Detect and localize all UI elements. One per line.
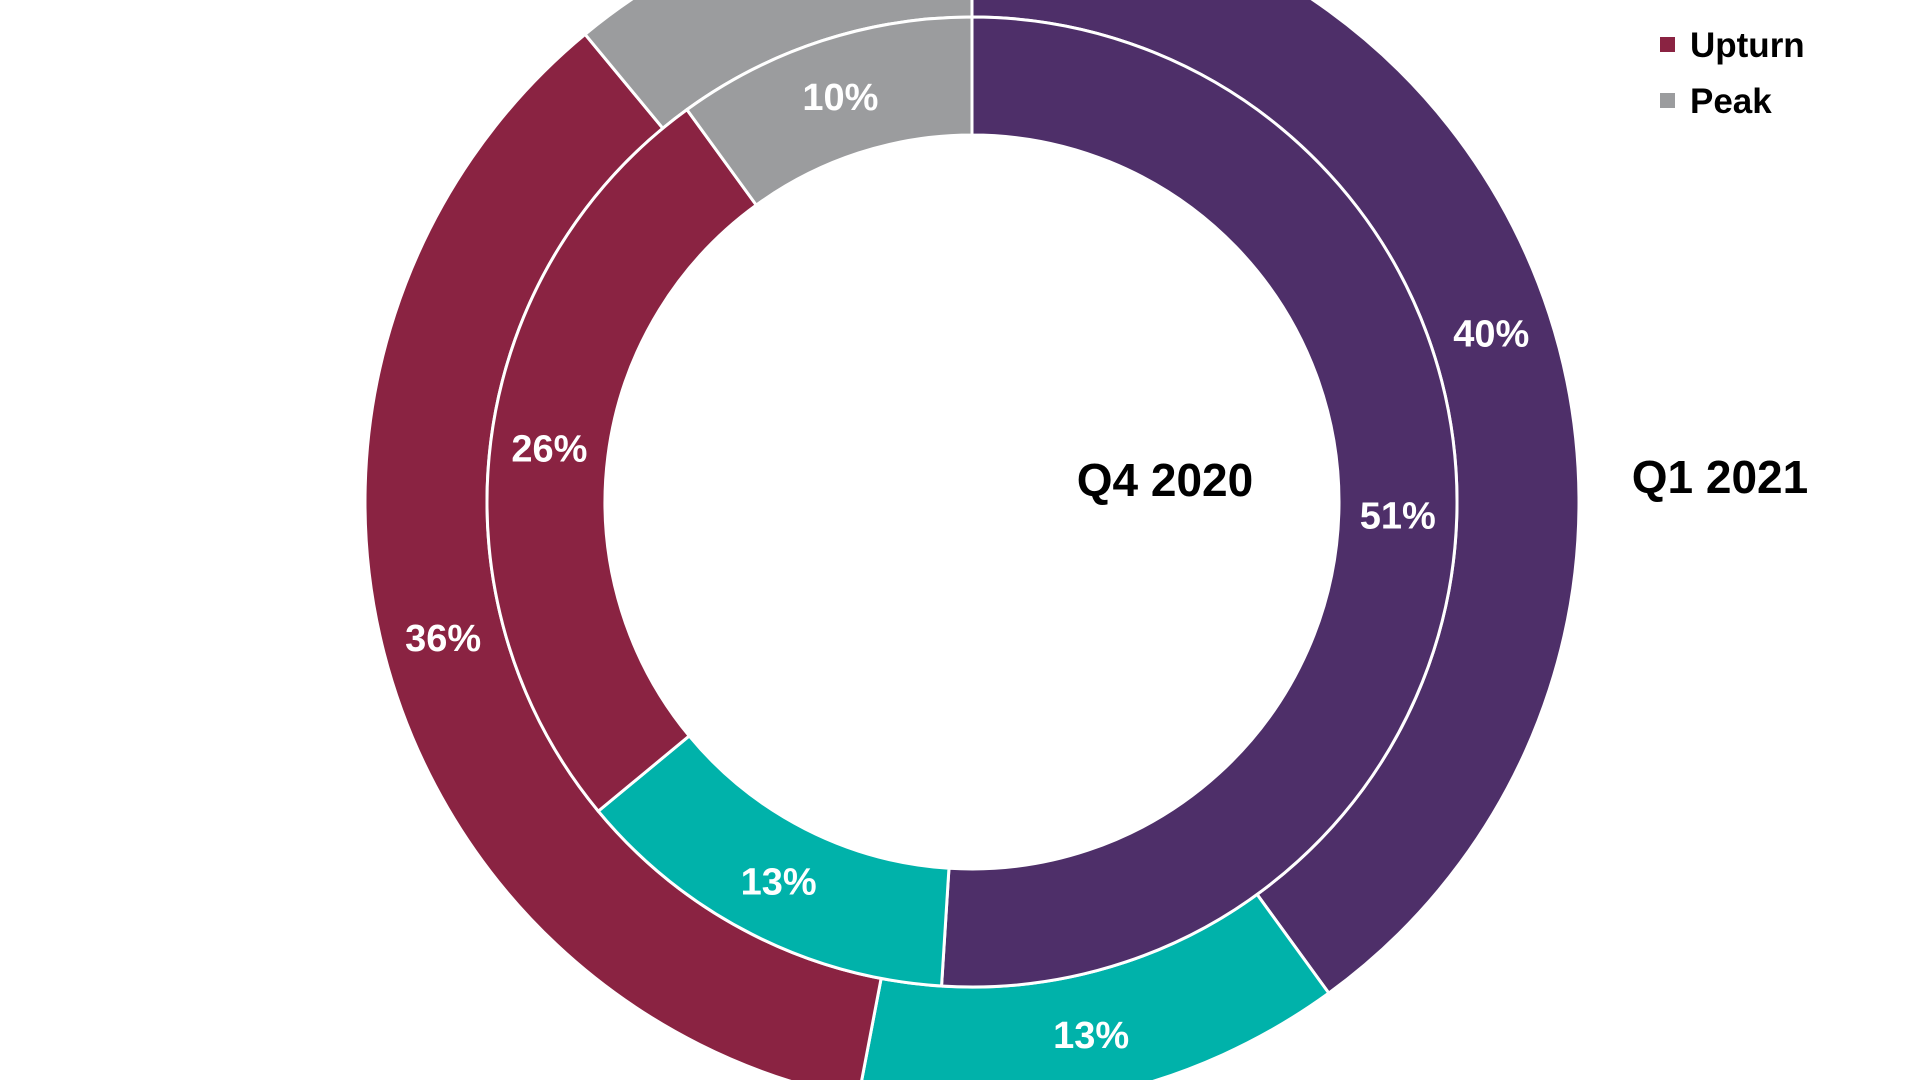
inner-ring-slice-upturn[interactable]	[485, 107, 759, 814]
outer-ring-label-downturn: 40%	[1453, 313, 1529, 355]
inner-ring-q4-2020	[485, 15, 1459, 989]
legend-swatch-upturn	[1660, 37, 1675, 52]
legend-swatch-peak	[1660, 93, 1675, 108]
legend-item-upturn[interactable]: Upturn	[1660, 26, 1805, 65]
outer-ring-label-trough: 13%	[1053, 1015, 1129, 1057]
legend-label-upturn: Upturn	[1690, 26, 1805, 65]
slice-labels: 40% 13% 36% 51% 13% 26% 10%	[405, 77, 1529, 1057]
legend: Upturn Peak	[1660, 26, 1805, 121]
inner-ring-label-trough: 13%	[741, 862, 817, 904]
outer-ring-label: Q1 2021	[1632, 451, 1808, 503]
inner-ring-label-upturn: 26%	[511, 429, 587, 471]
inner-ring-label-peak: 10%	[802, 77, 878, 119]
inner-ring-label-downturn: 51%	[1360, 495, 1436, 537]
inner-ring-slice-peak[interactable]	[684, 15, 974, 208]
outer-ring-label-upturn: 36%	[405, 618, 481, 660]
legend-label-peak: Peak	[1690, 82, 1772, 121]
legend-item-peak[interactable]: Peak	[1660, 82, 1772, 121]
inner-ring-slice-downturn[interactable]	[939, 15, 1459, 989]
inner-ring-label: Q4 2020	[1077, 454, 1253, 506]
